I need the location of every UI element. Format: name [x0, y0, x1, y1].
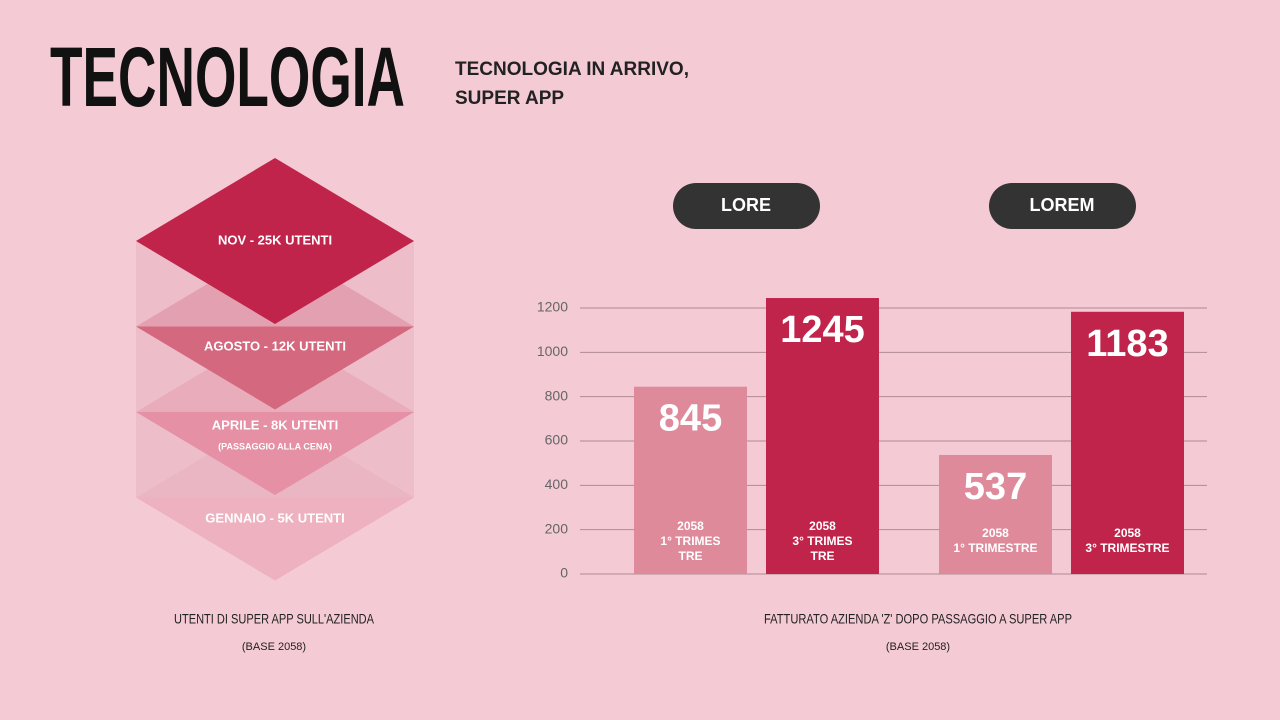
chart-caption-note: (BASE 2058) [886, 641, 950, 653]
layer-note: (PASSAGGIO ALLA CENA) [218, 441, 332, 451]
y-tick-label: 200 [545, 520, 569, 536]
layer-label: NOV - 25K UTENTI [218, 232, 332, 247]
value-label: 845 [659, 398, 722, 440]
bar [634, 386, 747, 574]
subtitle: TECNOLOGIA IN ARRIVO, [455, 59, 689, 80]
group-label: LOREM [1030, 195, 1095, 215]
group-label: LORE [721, 195, 771, 215]
bar-label: TRE [811, 549, 835, 563]
layer-label: AGOSTO - 12K UTENTI [204, 338, 346, 353]
y-tick-label: 600 [545, 432, 569, 448]
chart-caption: FATTURATO AZIENDA 'Z' DOPO PASSAGGIO A S… [764, 611, 1072, 627]
bar [766, 298, 879, 574]
diagram-caption: UTENTI DI SUPER APP SULL'AZIENDA [174, 611, 375, 627]
value-label: 1245 [780, 309, 865, 351]
layer-label: APRILE - 8K UTENTI [212, 417, 338, 432]
bar [1071, 311, 1184, 574]
bar-label: 1° TRIMESTRE [953, 541, 1037, 555]
group-pill [989, 183, 1136, 229]
bar-label: 2058 [1114, 526, 1141, 540]
y-tick-label: 400 [545, 476, 569, 492]
layer-diamond [136, 158, 414, 324]
diagram: NOV - 25K UTENTI AGOSTO - 12K UTENTI APRIL… [136, 158, 414, 581]
bar-label: 2058 [809, 519, 836, 533]
subtitle: SUPER APP [455, 88, 564, 109]
value-label: 1183 [1086, 323, 1168, 365]
group-pill [673, 183, 820, 229]
y-tick-label: 1000 [537, 343, 568, 359]
y-tick-label: 1200 [537, 299, 568, 315]
title: TECNOLOGIA [50, 30, 405, 124]
layer-label: GENNAIO - 5K UTENTI [205, 510, 344, 525]
bar-label: 3° TRIMES [792, 534, 852, 548]
value-label: 537 [964, 466, 1027, 508]
y-tick-label: 800 [545, 387, 569, 403]
bar-label: TRE [679, 549, 703, 563]
diagram-caption-note: (BASE 2058) [242, 641, 306, 653]
bar-label: 2058 [677, 519, 704, 533]
bar [939, 454, 1052, 574]
bar-label: 1° TRIMES [660, 534, 720, 548]
bar-label: 2058 [982, 526, 1009, 540]
y-tick-label: 0 [560, 565, 568, 581]
bar-label: 3° TRIMESTRE [1085, 541, 1169, 555]
